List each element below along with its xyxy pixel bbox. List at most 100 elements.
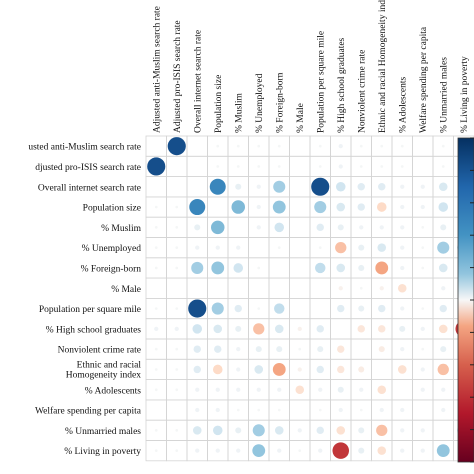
correlation-dot bbox=[316, 365, 324, 374]
correlation-dot bbox=[211, 261, 225, 275]
correlation-dot bbox=[336, 202, 346, 212]
matrix-cell bbox=[227, 277, 249, 299]
correlation-dot bbox=[154, 326, 159, 331]
row-label-population-size: Population size bbox=[83, 204, 141, 214]
correlation-dot bbox=[257, 144, 261, 148]
correlation-dot bbox=[231, 200, 246, 214]
correlation-dot bbox=[400, 144, 404, 148]
correlation-dot bbox=[357, 325, 365, 333]
correlation-dot bbox=[274, 222, 285, 233]
column-label-unmarried-males: % Unmarried males bbox=[439, 57, 449, 133]
correlation-dot bbox=[154, 347, 158, 351]
correlation-dot bbox=[175, 368, 179, 371]
column-label-welfare-spending-per-capita: Welfare spending per capita bbox=[418, 26, 429, 133]
correlation-dot bbox=[255, 346, 262, 353]
matrix-cell bbox=[289, 237, 311, 259]
correlation-dot bbox=[400, 347, 405, 352]
correlation-dot bbox=[195, 448, 200, 453]
column-label-muslim: % Muslim bbox=[234, 93, 244, 133]
correlation-dot bbox=[174, 326, 179, 331]
correlation-dot bbox=[380, 165, 384, 168]
matrix-cell bbox=[186, 135, 208, 157]
correlation-dot bbox=[400, 225, 405, 230]
correlation-dot bbox=[400, 184, 405, 189]
correlation-dot bbox=[175, 266, 179, 270]
column-label-ethnic-and-racial-homogeneity-index: Ethnic and racial Homogeneity index bbox=[378, 0, 388, 133]
correlation-dot bbox=[254, 365, 264, 374]
correlation-dot bbox=[400, 245, 405, 250]
correlation-dot bbox=[438, 182, 448, 192]
correlation-dot bbox=[154, 205, 158, 209]
correlation-dot bbox=[397, 365, 407, 374]
correlation-dot bbox=[440, 346, 447, 353]
correlation-dot bbox=[253, 323, 265, 335]
correlation-dot bbox=[277, 165, 281, 168]
column-label-overall-internet-search-rate: Overall internet search rate bbox=[193, 30, 203, 133]
correlation-dot bbox=[359, 144, 363, 148]
correlation-dot bbox=[338, 407, 343, 413]
correlation-dot bbox=[297, 428, 302, 433]
correlation-dot bbox=[441, 165, 445, 168]
correlation-dot bbox=[420, 204, 425, 210]
correlation-dot bbox=[379, 225, 384, 230]
colorbar-gradient bbox=[457, 137, 474, 463]
correlation-dot bbox=[337, 365, 345, 374]
correlation-dot bbox=[234, 304, 242, 313]
matrix-cell bbox=[166, 155, 188, 178]
correlation-dot bbox=[274, 426, 284, 435]
matrix-cell bbox=[145, 176, 167, 198]
correlation-dot bbox=[441, 407, 446, 413]
correlation-dot bbox=[436, 444, 450, 458]
correlation-dot bbox=[318, 144, 322, 148]
correlation-dot bbox=[378, 304, 386, 313]
matrix-cell bbox=[186, 155, 208, 178]
matrix-cell bbox=[268, 277, 290, 299]
correlation-dots bbox=[147, 137, 473, 459]
correlation-dot bbox=[194, 224, 201, 231]
correlation-dot bbox=[421, 307, 425, 310]
row-label-adolescents: % Adolescents bbox=[85, 386, 142, 396]
matrix-cell bbox=[309, 277, 331, 299]
correlation-dot bbox=[316, 325, 324, 333]
correlation-dot bbox=[272, 363, 286, 376]
correlation-dot bbox=[277, 408, 281, 412]
correlation-dot bbox=[318, 165, 322, 168]
correlation-dot bbox=[379, 286, 384, 291]
correlation-dot bbox=[154, 225, 158, 229]
row-label-male: % Male bbox=[111, 285, 141, 295]
correlation-dot bbox=[210, 220, 225, 235]
column-label-living-in-poverty: % Living in poverty bbox=[460, 56, 470, 133]
correlation-dot bbox=[147, 157, 166, 176]
correlation-dot bbox=[397, 283, 407, 293]
correlation-dot bbox=[375, 261, 389, 275]
correlation-dot bbox=[257, 266, 261, 270]
matrix-cell bbox=[412, 399, 434, 421]
column-label-nonviolent-crime-rate: Nonviolent crime rate bbox=[357, 50, 367, 133]
correlation-dot bbox=[318, 408, 322, 412]
correlation-dot bbox=[335, 181, 346, 192]
correlation-dot bbox=[215, 407, 220, 413]
correlation-dot bbox=[215, 245, 220, 250]
correlation-dot bbox=[380, 144, 384, 148]
column-label-high-school-graduates: % High school graduates bbox=[337, 37, 347, 133]
correlation-dot bbox=[277, 387, 282, 392]
row-label-djusted-pro-isis-search-rate: djusted pro-ISIS search rate bbox=[35, 163, 141, 173]
correlation-dot bbox=[257, 307, 261, 310]
correlation-dot bbox=[189, 199, 206, 216]
correlation-dot bbox=[154, 246, 158, 250]
correlation-dot bbox=[437, 241, 450, 254]
row-label-usted-anti-muslim-search-rate: usted anti-Muslim search rate bbox=[28, 143, 141, 153]
column-label-population-size: Population size bbox=[214, 75, 224, 133]
correlation-dot bbox=[377, 446, 387, 455]
row-label-foreign-born: % Foreign-born bbox=[81, 264, 142, 274]
correlation-dot bbox=[337, 304, 345, 313]
correlation-dot bbox=[175, 347, 179, 351]
row-label-unemployed: % Unemployed bbox=[82, 244, 142, 254]
matrix-cell bbox=[289, 135, 311, 157]
matrix-cell bbox=[207, 277, 229, 299]
correlation-dot bbox=[421, 347, 425, 351]
matrix-cell bbox=[289, 196, 311, 218]
matrix-cell bbox=[309, 297, 331, 320]
correlation-dot bbox=[175, 205, 179, 209]
matrix-cell bbox=[289, 176, 311, 198]
